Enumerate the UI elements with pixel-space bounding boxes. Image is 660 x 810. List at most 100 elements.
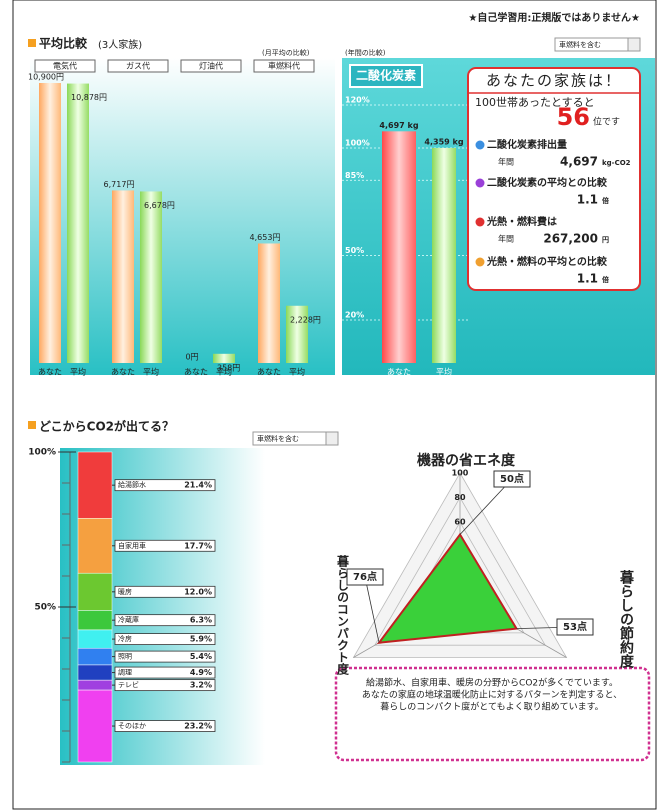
segment-value: 17.7% [184,541,212,550]
dropdown-text[interactable]: 車燃料を含む [559,40,601,49]
result-title: あなたの家族は！ [486,72,622,90]
segment-value: 12.0% [184,587,212,596]
category-label: あなた [387,368,411,377]
result-box [467,67,641,291]
segment-name: 冷房 [118,634,132,643]
label-box [114,720,216,732]
bar-label: 2,228円 [290,315,321,324]
dropdown-text[interactable]: 車燃料を含む [257,434,299,443]
item-value: 267,200 [543,232,598,246]
axis-name: 暮らしの節約度 [618,569,635,669]
segment-value: 3.2% [190,681,212,690]
segment-name: そのほか [118,722,146,730]
group-header [180,59,242,73]
y-tick-label: 20% [345,311,364,320]
value-label: 53点 [563,620,587,633]
dropdown-arrow[interactable] [325,431,339,446]
comment-line: 暮らしのコンパクト度がとてもよく取り組めています。 [380,701,603,713]
segment-value: 4.9% [190,668,212,677]
group-name: ガス代 [126,61,150,71]
group-header [34,59,96,73]
leader [364,576,380,643]
bar-label: 10,878円 [71,93,107,102]
group-name: 車燃料代 [268,61,300,71]
series-name: あなた [38,368,62,377]
bar [258,243,280,363]
axis-name: 暮らしのコンパクト度 [336,554,350,676]
label-box [114,633,216,645]
item-unit: 円 [602,236,609,244]
segment-value: 21.4% [184,481,212,490]
series-name: あなた [257,368,281,377]
comment-line: あなたの家庭の地球温暖化防止に対するパターンを判定すると、 [362,689,622,701]
item-unit: 倍 [602,196,609,205]
bar-label: 4,697 kg [379,121,418,130]
item-unit: kg-CO2 [602,159,631,167]
y-tick-label: 85% [345,171,364,180]
item-period: 年間 [498,234,514,244]
y-tick-label: 120% [345,96,370,105]
co2-title: 二酸化炭素 [356,68,416,83]
segment-value: 23.2% [184,722,212,731]
segment-value: 5.9% [190,635,212,644]
series-name: 平均 [289,367,305,377]
bar [213,353,235,363]
dropdown-arrow[interactable] [627,37,641,52]
co2-header [349,64,423,88]
dropdown[interactable]: 車燃料を含む [252,431,339,446]
bar [67,83,89,364]
segment [77,572,113,611]
bar [112,190,134,363]
title-icon [28,39,36,47]
label-box [114,666,216,679]
segment-name: 照明 [118,653,132,661]
item-period: 年間 [498,157,514,167]
rank-prefix: 100世帯あったとすると [475,96,595,109]
segment-name: 給湯節水 [118,480,146,489]
value-label: 76点 [353,570,377,583]
series-name: あなた [111,368,135,377]
tick-label: 50% [34,603,56,613]
series-name: 平均 [70,367,86,377]
group-header [107,59,169,73]
segment [77,679,113,691]
segment [77,610,113,631]
leader [459,478,513,535]
category-label: 平均 [436,367,452,377]
series-name: あなた [184,368,208,377]
item-label: 光熱・燃料費は [486,215,557,228]
label-box [114,539,216,552]
comment-box [334,666,651,762]
section-title: 平均比較 [39,36,88,51]
group-name: 灯油代 [199,61,223,71]
bar [286,305,308,363]
series-name: 平均 [143,367,159,377]
notice: ★自己学習用:正規版ではありません★ [468,11,640,24]
item-unit: 倍 [602,275,609,284]
segment [77,629,113,649]
bar-label: 10,900円 [28,73,64,82]
page-border [12,0,657,810]
radar-area [376,532,519,644]
segment [77,664,113,681]
bullet [475,140,485,150]
series-name: 平均 [216,367,232,377]
section-title: どこからCO2が出てる？ [39,419,174,434]
dropdown[interactable]: 車燃料を含む [554,37,641,52]
value-box [493,470,531,488]
item-label: 二酸化炭素排出量 [487,138,567,151]
item-value: 1.1 [577,272,598,286]
segment [77,647,113,666]
segment-name: テレビ [118,680,139,689]
item-label: 二酸化炭素の平均との比較 [487,176,608,189]
segment-name: 自家用車 [118,541,146,550]
label-box [114,650,216,663]
bullet [475,217,485,227]
bar-label: 4,653円 [250,233,281,242]
tick-label: 100% [28,448,56,458]
bar [432,148,456,363]
segment [77,518,113,574]
bar-label: 6,717円 [104,180,135,189]
y-tick-label: 100% [345,139,370,148]
rank-suffix: 位です [593,116,620,128]
